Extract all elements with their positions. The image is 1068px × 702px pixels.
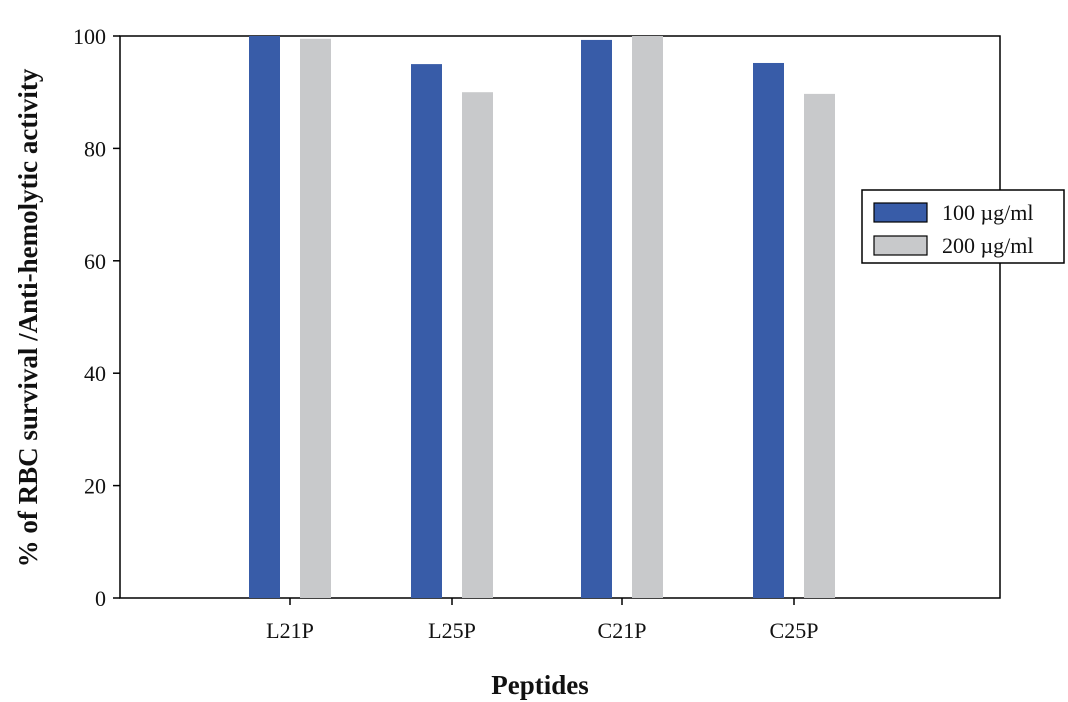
legend-label: 200 µg/ml xyxy=(942,233,1034,258)
bar-series1-l25p xyxy=(411,64,442,599)
x-axis-ticks: L21P L25P C21P C25P xyxy=(266,598,818,643)
x-tick-label: L25P xyxy=(428,618,476,643)
bar-series2-l21p xyxy=(300,38,331,599)
legend-label: 100 µg/ml xyxy=(942,200,1034,225)
y-tick-label: 20 xyxy=(84,474,106,499)
y-axis-ticks: 0 20 40 60 80 100 xyxy=(73,24,120,611)
plot-frame xyxy=(119,35,1001,599)
bar-series1-c21p xyxy=(581,39,612,598)
x-axis-title: Peptides xyxy=(491,670,589,700)
bar-series1-l21p xyxy=(249,36,280,598)
bar-series2-c21p xyxy=(632,36,663,598)
plot-area xyxy=(119,35,1001,599)
y-axis-title: % of RBC survival /Anti-hemolytic activi… xyxy=(13,68,43,567)
bar-series2-c25p xyxy=(804,93,835,599)
y-tick-label: 80 xyxy=(84,136,106,161)
bars-group xyxy=(249,36,835,599)
x-tick-label: C21P xyxy=(598,618,647,643)
y-tick-label: 100 xyxy=(73,24,106,49)
y-tick-label: 40 xyxy=(84,361,106,386)
legend-swatch xyxy=(873,202,928,223)
y-tick-label: 60 xyxy=(84,249,106,274)
y-tick-label: 0 xyxy=(95,586,106,611)
bar-series2-l25p xyxy=(462,92,493,598)
x-tick-label: L21P xyxy=(266,618,314,643)
legend: 100 µg/ml 200 µg/ml xyxy=(861,189,1065,264)
x-tick-label: C25P xyxy=(770,618,819,643)
bar-series1-c25p xyxy=(753,62,784,598)
legend-swatch xyxy=(873,235,928,256)
